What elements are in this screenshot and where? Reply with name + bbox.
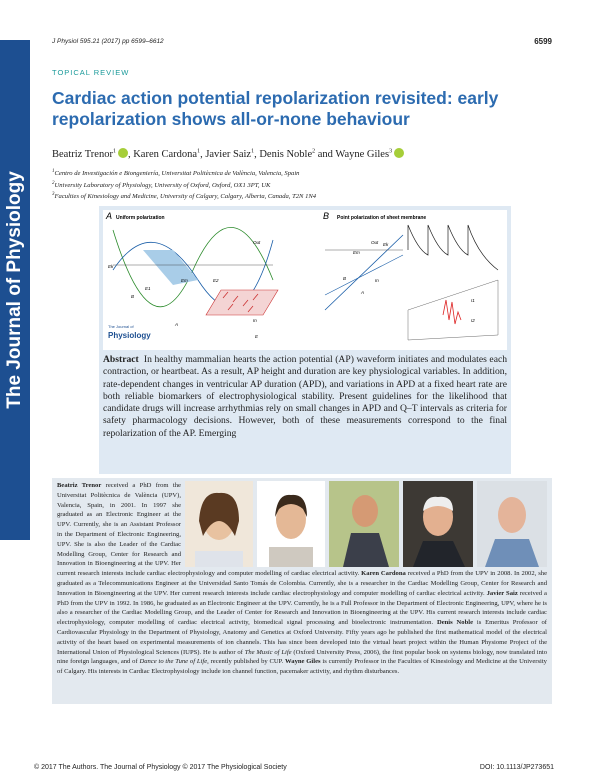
orcid-icon (117, 148, 128, 158)
trace (407, 224, 499, 271)
affiliation-number: 3 (52, 192, 55, 198)
abstract-heading: Abstract (103, 354, 139, 365)
author-affiliation: 3 (389, 148, 393, 155)
abstract-box: A Uniform polarization Out In Ek E1 Em E2 B A E … (99, 206, 511, 474)
curve (324, 234, 404, 311)
bio-segment: Javier Saiz (486, 589, 518, 597)
author-affiliation: 2 (312, 148, 316, 155)
bio-box: Beatriz Trenor received a PhD from the U… (52, 478, 552, 704)
figure-label: Ek (383, 242, 389, 247)
figure-label: In (375, 278, 379, 283)
membrane (205, 289, 279, 316)
bio-segment: Dance to the Tune of Life (139, 658, 208, 666)
bio-segment: received a PhD from the UPV in 1992. In … (57, 589, 547, 627)
panel-letter: B (323, 211, 329, 221)
author-affiliation: 1 (112, 148, 116, 155)
abstract-text: In healthy mammalian hearts the action p… (103, 354, 508, 439)
figure-label: E1 (145, 286, 151, 291)
bio-segment: is Emeritus Professor of Cardiovascular … (57, 619, 547, 656)
bio-segment: The Music of Life (244, 648, 292, 656)
bio-segment: (Oxford University Press, 2006), the fir… (57, 648, 547, 666)
title: Cardiac action potential repolarization … (52, 88, 499, 129)
author-name: Beatriz Trenor (52, 149, 113, 160)
separator: , (254, 149, 257, 160)
bio-segment: Beatriz Trenor (57, 482, 102, 489)
panel-letter: A (105, 211, 112, 221)
affiliation-number: 2 (52, 180, 55, 186)
panel-title: Point polarization of sheet membrane (337, 215, 426, 221)
affiliation-number: 1 (52, 169, 55, 174)
orcid-icon (394, 148, 405, 158)
shading (143, 250, 198, 285)
affiliation: 1Centro de Investigación e Biongeniería,… (52, 167, 316, 179)
curve (324, 254, 404, 296)
logo: Physiology (108, 331, 151, 340)
affiliations: 1Centro de Investigación e Biongeniería,… (52, 167, 316, 202)
figure-label: Out (253, 240, 261, 245)
journal-name: The Journal of Physiology (4, 171, 25, 409)
arrows (222, 291, 259, 313)
page-number: 6599 (534, 37, 552, 46)
figure-label: E2 (213, 278, 219, 283)
figure-label: A (360, 290, 364, 295)
separator: and (317, 149, 333, 160)
author-name: Denis Noble (259, 149, 313, 160)
separator: , (127, 149, 131, 160)
logo: The Journal of (108, 324, 134, 329)
bio-segment: Denis Noble (436, 619, 474, 627)
figure-label: B (131, 294, 134, 299)
footer: © 2017 The Authors. The Journal of Physi… (34, 764, 554, 771)
bio-segment: Karen Cardona (361, 570, 406, 578)
figure-label: B (343, 276, 346, 281)
currents (442, 299, 462, 325)
curve (112, 226, 274, 308)
bio-segment: received a PhD from the Universitat Poli… (57, 482, 362, 578)
figure-label: E (255, 334, 259, 339)
membrane (407, 279, 499, 341)
section-label: TOPICAL REVIEW (52, 68, 130, 77)
bio-segment: , recently published by CUP. (207, 658, 286, 666)
copyright: © 2017 The Authors. The Journal of Physi… (34, 764, 287, 771)
affiliation-text: University Laboratory of Physiology, Uni… (54, 181, 271, 189)
affiliation-text: Centro de Investigación e Biongeniería, … (54, 170, 300, 178)
figure-label: A (174, 322, 178, 327)
figure-label: In (253, 318, 257, 323)
author-name: Karen Cardona (133, 149, 198, 160)
doi: DOI: 10.1113/JP273651 (479, 764, 554, 771)
panel-b: B Point polarization of sheet membrane O… (323, 211, 499, 341)
figure-label: Ek (108, 264, 114, 269)
sidebar: The Journal of Physiology (0, 40, 30, 540)
author-name: Javier Saiz (205, 149, 252, 160)
figure-label: Em (353, 250, 360, 255)
bio-segment: is currently Professor in the Faculties … (57, 658, 547, 676)
author-affiliation: 1 (251, 148, 255, 155)
authors: Beatriz Trenor1, Karen Cardona1, Javier … (52, 148, 405, 160)
affiliation-text: Faculties of Kinesiology and Medicine, U… (54, 193, 317, 201)
figure-label: I1 (471, 298, 475, 303)
bio-segment: Wayne Giles (285, 658, 321, 666)
author-affiliation: 1 (197, 148, 201, 155)
figure-label: Em (181, 278, 188, 283)
figure-label: Out (371, 240, 379, 245)
bio-text: Beatriz Trenor received a PhD from the U… (57, 481, 547, 677)
abstract: Abstract In healthy mammalian hearts the… (103, 354, 507, 440)
author-photos (185, 481, 547, 567)
author-name: Wayne Giles (335, 149, 390, 160)
curve (112, 239, 274, 308)
bio-segment: received a PhD from the UPV in 2008. In … (57, 570, 548, 597)
separator: , (200, 149, 203, 160)
citation: J Physiol 595.21 (2017) pp 6599–6612 (52, 38, 164, 45)
figure-label: I2 (471, 318, 475, 323)
panel-title: Uniform polarization (116, 215, 165, 221)
affiliation: 2University Laboratory of Physiology, Un… (52, 179, 316, 191)
affiliation: 3Faculties of Kinesiology and Medicine, … (52, 190, 316, 202)
